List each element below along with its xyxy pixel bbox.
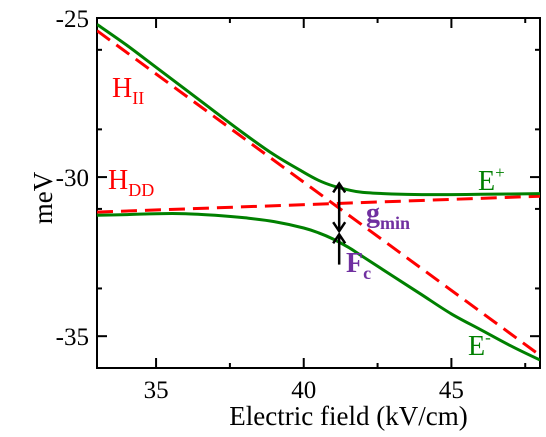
x-tick-label: 45 [439, 377, 464, 404]
y-tick-label: -35 [56, 324, 89, 351]
x-tick-label: 35 [144, 377, 169, 404]
label-e-plus: E+ [478, 163, 505, 197]
y-tick-label: -30 [56, 165, 89, 192]
label-h-ii: HII [112, 73, 144, 108]
gap-arrow-head-bottom [332, 221, 347, 234]
plot-area [96, 17, 541, 369]
plot-frame [96, 17, 541, 369]
y-axis-title: meV [28, 171, 58, 224]
series-line-e- [97, 212, 540, 362]
series-line-h-dd [97, 194, 540, 214]
label-fc: Fc [346, 248, 371, 283]
series-line-e- [97, 23, 540, 197]
fc-arrow-head [332, 232, 347, 245]
y-tick-label: -25 [56, 6, 89, 33]
ticks: 35 40 45 -25 -30 -35 [56, 6, 540, 404]
gap-arrow-head-top [332, 181, 347, 194]
label-gmin: gmin [366, 198, 410, 233]
labels: Electric field (kV/cm) meV HII HDD E+ E-gmin F… [28, 73, 505, 431]
label-e-minus: E- [468, 328, 491, 362]
series-line-h-ii [97, 29, 540, 357]
x-axis-title: Electric field (kV/cm) [229, 401, 467, 431]
label-h-dd: HDD [108, 165, 154, 200]
x-tick-label: 40 [291, 377, 316, 404]
